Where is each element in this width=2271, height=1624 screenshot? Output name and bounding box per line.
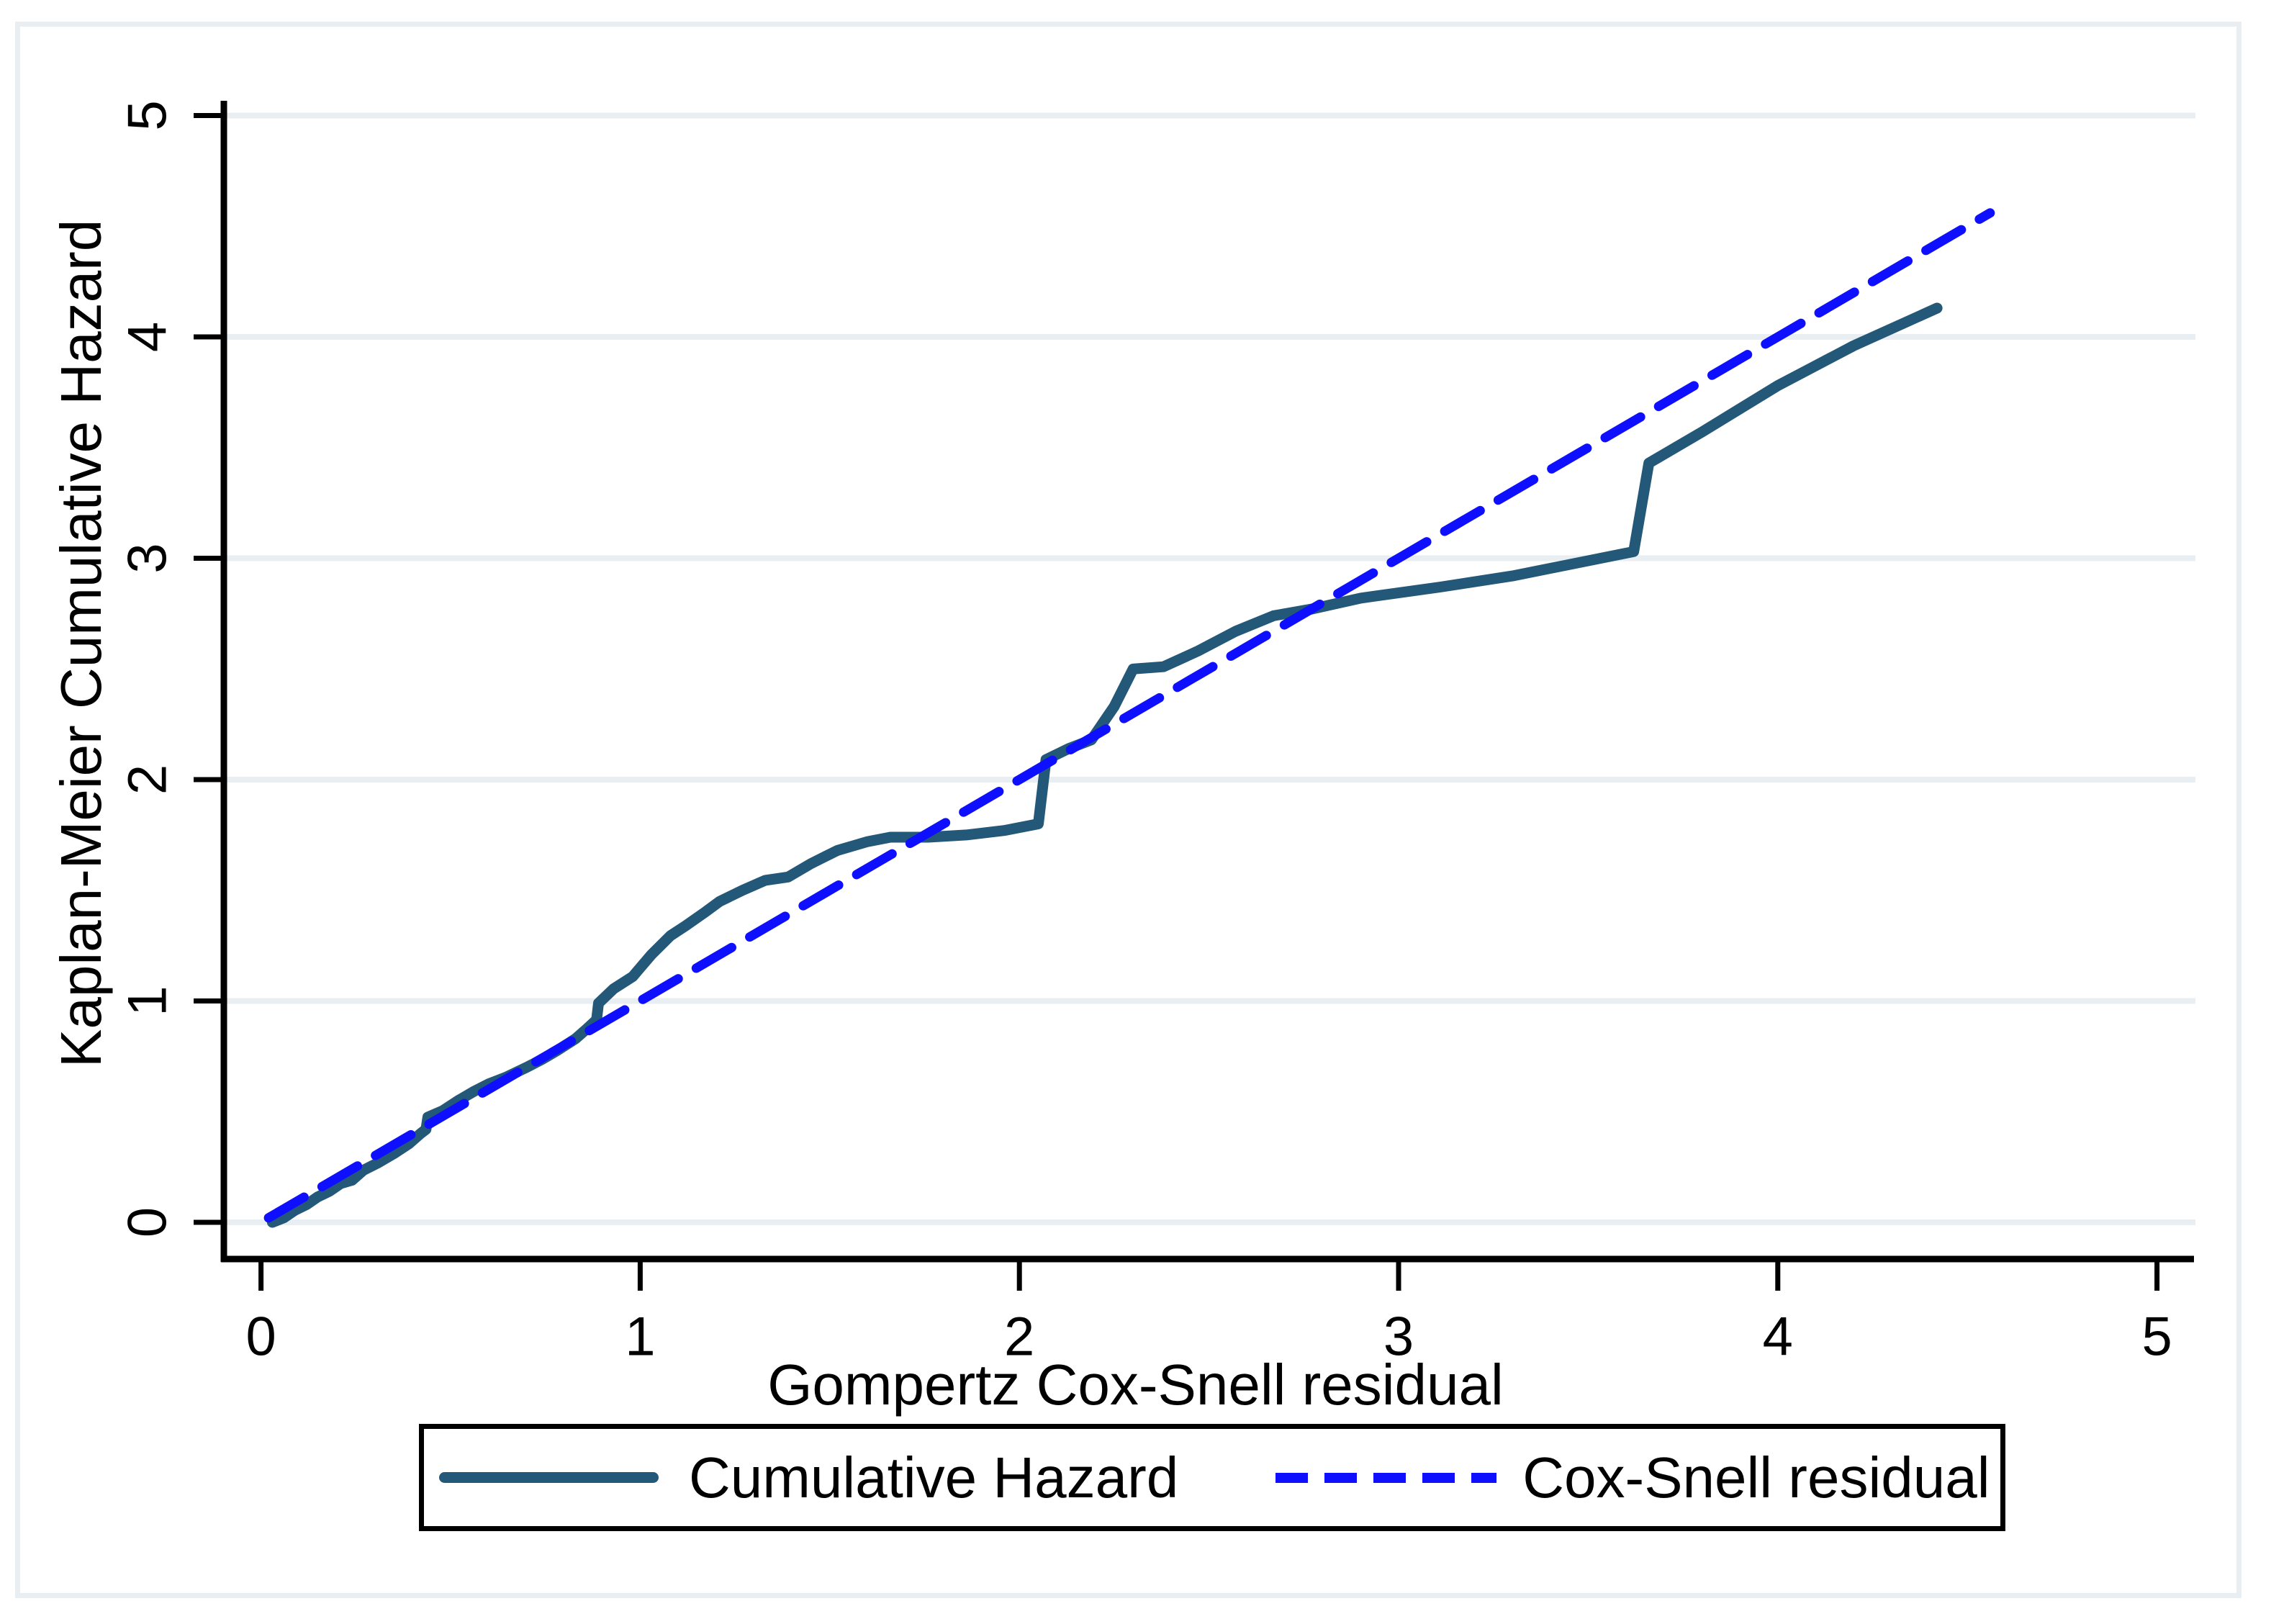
svg-text:4: 4 [1763,1306,1793,1367]
legend-box: Cumulative Hazard Cox-Snell residual [419,1424,2005,1531]
x-axis-title: Gompertz Cox-Snell residual [767,1353,1504,1417]
svg-text:0: 0 [117,1207,179,1237]
svg-text:2: 2 [117,764,179,795]
y-axis-title: Kaplan-Meier Cumulative Hazard [49,219,113,1068]
svg-text:5: 5 [117,100,179,130]
data-series [263,208,1995,1228]
svg-text:1: 1 [625,1306,655,1367]
svg-text:3: 3 [1383,1306,1414,1367]
legend-item-cumulative-hazard: Cumulative Hazard [424,1445,1178,1511]
figure-border [15,22,2241,1598]
svg-text:0: 0 [245,1306,276,1367]
svg-text:2: 2 [1004,1306,1034,1367]
tick-marks [194,113,2160,1291]
axes [220,101,2194,1263]
svg-text:4: 4 [117,322,179,352]
svg-text:1: 1 [117,985,179,1016]
svg-text:3: 3 [117,543,179,573]
legend-label-cox-snell-residual: Cox-Snell residual [1522,1445,1990,1510]
svg-text:5: 5 [2141,1306,2172,1367]
tick-labels: 0 1 2 3 4 5 0 1 2 3 4 5 [117,100,2172,1367]
legend-label-cumulative-hazard: Cumulative Hazard [689,1445,1179,1510]
legend-item-cox-snell-residual: Cox-Snell residual [1178,1445,1990,1511]
solid-line-sample-icon [439,1472,659,1483]
dashed-line-sample-icon [1276,1472,1497,1483]
